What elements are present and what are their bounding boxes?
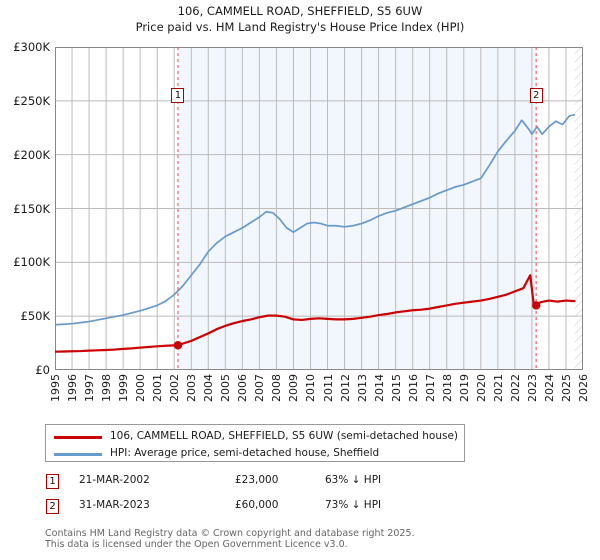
page-title: 106, CAMMELL ROAD, SHEFFIELD, S5 6UW (177, 4, 423, 18)
chart-legend: 106, CAMMELL ROAD, SHEFFIELD, S5 6UW (se… (45, 424, 465, 462)
sale-marker-2: 2 (529, 88, 543, 103)
legend-item-property: 106, CAMMELL ROAD, SHEFFIELD, S5 6UW (se… (46, 427, 464, 446)
y-axis-tick-label: £300K (13, 40, 50, 54)
legend-swatch-hpi (54, 453, 102, 456)
x-axis-tick-label: 2014 (372, 374, 386, 402)
x-axis-tick-label: 2023 (525, 374, 539, 402)
x-axis-tick-label: 2012 (338, 374, 352, 402)
event-date: 31-MAR-2023 (79, 499, 150, 511)
x-axis-tick-label: 2016 (406, 374, 420, 402)
event-price: £23,000 (235, 474, 279, 486)
sale-events-list: 1 21-MAR-2002 £23,000 63% ↓ HPI 2 31-MAR… (45, 472, 505, 522)
x-axis-tick-label: 1995 (49, 374, 62, 402)
x-axis-tick-label: 2017 (423, 374, 437, 402)
event-hpi-delta: 73% ↓ HPI (325, 499, 382, 511)
x-axis-tick-label: 2008 (270, 374, 284, 402)
y-axis-tick-label: £150K (13, 201, 50, 216)
x-axis-tick-label: 2020 (474, 374, 488, 402)
plot-svg (55, 47, 583, 370)
x-axis-tick-label: 2000 (134, 374, 148, 402)
x-axis-tick-label: 2002 (168, 374, 182, 402)
x-axis-tick-label: 2013 (355, 374, 369, 402)
x-axis-tick-label: 2024 (542, 374, 556, 402)
legend-swatch-property (54, 436, 102, 439)
legend-label-hpi: HPI: Average price, semi-detached house,… (110, 447, 380, 459)
x-axis-tick-label: 1998 (100, 374, 114, 402)
x-axis-tick-label: 2009 (287, 374, 301, 402)
plot-area (55, 47, 583, 370)
y-axis-tick-label: £50K (20, 309, 51, 324)
x-axis-tick-label: 2003 (185, 374, 199, 402)
footer-licence: This data is licensed under the Open Gov… (45, 539, 348, 550)
list-item: 1 21-MAR-2002 £23,000 63% ↓ HPI (45, 472, 505, 497)
x-axis-tick-label: 2006 (236, 374, 250, 402)
y-axis-tick-label: £200K (13, 147, 50, 162)
footer-copyright: Contains HM Land Registry data © Crown c… (45, 528, 415, 539)
x-axis-tick-label: 2019 (457, 374, 471, 402)
page-subtitle: Price paid vs. HM Land Registry's House … (135, 20, 465, 34)
x-axis-tick-label: 2004 (202, 374, 216, 402)
x-axis-tick-label: 1999 (117, 374, 131, 402)
x-axis-tick-label: 2011 (321, 374, 335, 402)
event-price: £60,000 (235, 499, 279, 511)
list-item: 2 31-MAR-2023 £60,000 73% ↓ HPI (45, 497, 505, 522)
x-axis-tick-label: 2022 (508, 374, 522, 402)
x-axis-tick-label: 2018 (440, 374, 454, 402)
x-axis-labels: 1995 1996 1997 1998 1999 2000 2001 2002 2003 2004… (49, 374, 590, 422)
event-number-badge: 1 (46, 474, 59, 489)
x-axis-tick-label: 2010 (304, 374, 318, 402)
x-axis-tick-label: 1996 (66, 374, 80, 402)
chart-title-block: 106, CAMMELL ROAD, SHEFFIELD, S5 6UW Pri… (0, 0, 600, 35)
event-date: 21-MAR-2002 (79, 474, 150, 486)
x-axis-tick-label: 1997 (83, 374, 97, 402)
x-axis-tick-label: 2025 (559, 374, 573, 402)
x-axis-tick-label: 2021 (491, 374, 505, 402)
x-axis-tick-label: 2001 (151, 374, 165, 402)
x-axis-tick-label: 2007 (253, 374, 267, 402)
legend-label-property: 106, CAMMELL ROAD, SHEFFIELD, S5 6UW (se… (110, 430, 459, 442)
event-hpi-delta: 63% ↓ HPI (325, 474, 382, 486)
x-axis-tick-label: 2005 (219, 374, 233, 402)
event-number-badge: 2 (46, 499, 59, 514)
sale-marker-1: 1 (171, 88, 185, 103)
footer-attribution: Contains HM Land Registry data © Crown c… (45, 528, 565, 550)
y-axis-tick-label: £0 (35, 363, 50, 377)
y-axis-tick-label: £100K (13, 255, 50, 270)
y-axis-labels: £0 £50K £100K £150K £200K £250K £300K (0, 40, 53, 377)
x-axis-tick-label: 2026 (577, 374, 590, 402)
legend-item-hpi: HPI: Average price, semi-detached house,… (46, 444, 464, 463)
x-axis-tick-label: 2015 (389, 374, 403, 402)
y-axis-tick-label: £250K (13, 93, 50, 108)
